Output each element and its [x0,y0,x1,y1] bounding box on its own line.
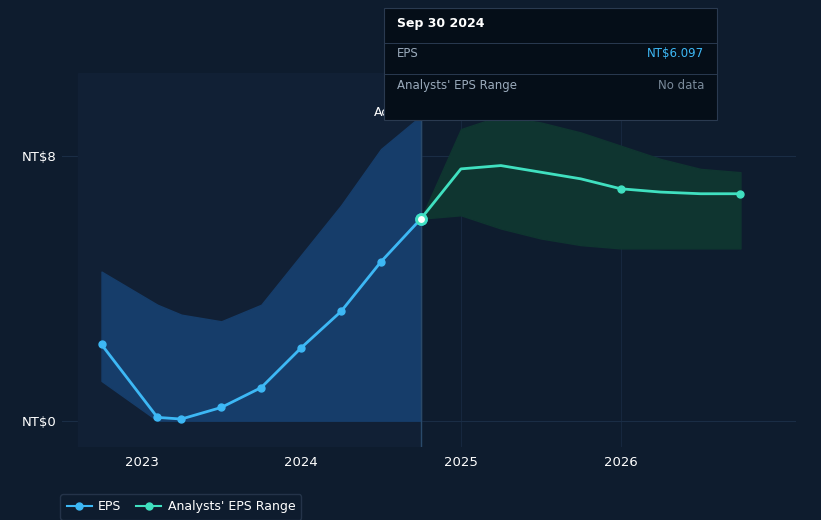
Text: EPS: EPS [397,47,418,60]
Text: No data: No data [658,79,704,92]
Text: NT$6.097: NT$6.097 [647,47,704,60]
Text: Sep 30 2024: Sep 30 2024 [397,17,484,30]
Legend: EPS, Analysts' EPS Range: EPS, Analysts' EPS Range [61,494,301,519]
Text: Actual: Actual [374,106,413,119]
Bar [77,73,421,447]
Text: Analysts' Forecasts: Analysts' Forecasts [433,106,553,119]
Text: Analysts' EPS Range: Analysts' EPS Range [397,79,516,92]
